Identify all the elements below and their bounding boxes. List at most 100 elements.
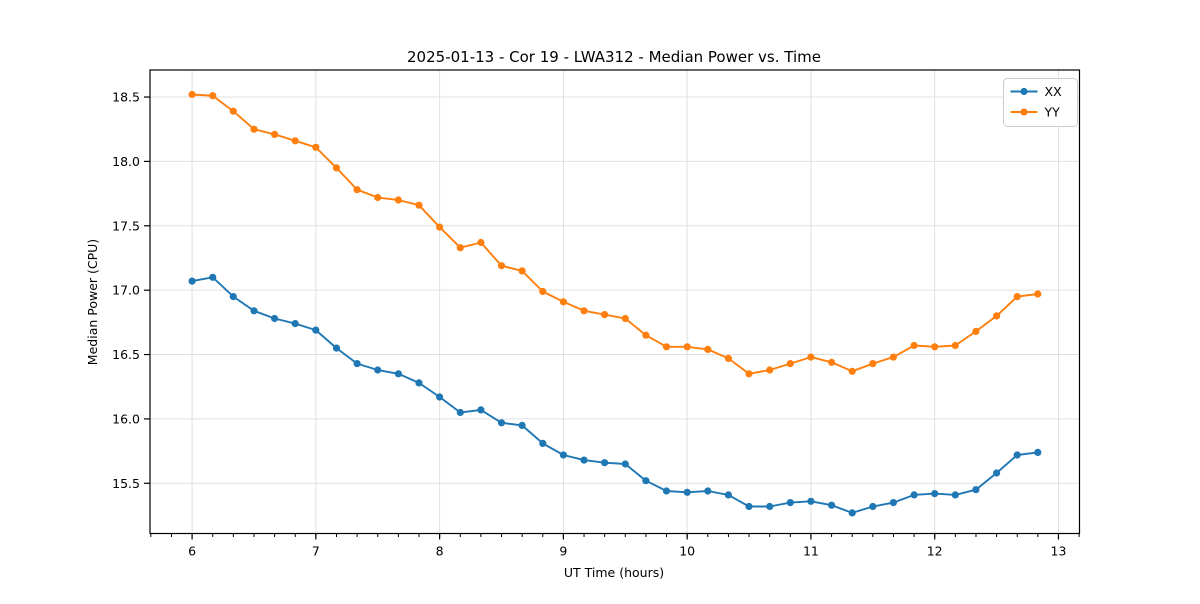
data-point	[209, 273, 217, 281]
data-point	[889, 499, 898, 507]
data-point	[601, 459, 609, 467]
x-tick-label: 13	[1051, 544, 1067, 559]
data-point	[518, 421, 526, 429]
data-point	[869, 502, 877, 511]
data-point	[1034, 290, 1042, 298]
data-point	[786, 499, 794, 507]
data-point	[786, 360, 794, 368]
legend-marker	[1020, 108, 1028, 116]
data-point	[477, 406, 485, 414]
data-point	[848, 509, 856, 517]
data-point	[662, 487, 671, 495]
tick-labels: 15.5 16.0 16.5 17.0 17.5 18.0 18.5 6 7 8 9 10 11 12 13	[112, 90, 1066, 559]
x-tick-label: 11	[803, 544, 819, 559]
data-point	[332, 344, 341, 352]
data-point	[456, 408, 464, 417]
data-point	[250, 307, 258, 315]
data-point	[291, 320, 299, 328]
data-point	[497, 262, 506, 270]
legend-box	[1003, 78, 1078, 127]
data-point	[580, 307, 588, 315]
data-point	[580, 456, 588, 464]
data-point	[188, 90, 196, 99]
data-point	[951, 341, 959, 350]
data-point	[188, 277, 196, 285]
data-point	[683, 488, 691, 496]
y-tick-label: 15.5	[112, 476, 140, 491]
data-point	[456, 244, 464, 252]
data-point	[951, 491, 959, 499]
data-point	[621, 314, 629, 323]
data-point	[807, 497, 815, 505]
chart-title: 2025-01-13 - Cor 19 - LWA312 - Median Po…	[407, 48, 821, 66]
data-point	[374, 366, 382, 374]
data-point	[209, 92, 217, 100]
x-tick-label: 7	[312, 544, 320, 559]
x-tick-label: 8	[436, 544, 444, 559]
data-point	[931, 490, 939, 498]
data-point	[436, 393, 444, 401]
data-point	[518, 267, 526, 275]
x-axis-label: UT Time (hours)	[564, 565, 664, 580]
data-point	[642, 477, 650, 485]
series-line	[192, 93, 1038, 375]
data-point	[394, 370, 402, 378]
data-point	[828, 358, 836, 366]
data-point	[1034, 448, 1042, 456]
data-point	[972, 327, 980, 335]
x-tick-label: 10	[679, 544, 695, 559]
y-tick-label: 17.5	[112, 218, 140, 233]
data-point	[621, 460, 629, 468]
data-point	[353, 186, 361, 194]
data-point	[1013, 293, 1021, 301]
data-point	[642, 331, 650, 339]
data-point	[848, 367, 856, 375]
data-point	[972, 486, 980, 494]
data-point	[229, 293, 237, 301]
x-tick-label: 12	[927, 544, 943, 559]
y-axis-label: Median Power (CPU)	[85, 239, 100, 365]
data-point	[539, 287, 547, 296]
data-point	[497, 419, 506, 427]
data-point	[931, 343, 939, 351]
legend-label: XX	[1045, 84, 1063, 99]
data-point	[724, 354, 733, 362]
legend-marker	[1020, 87, 1028, 96]
gridlines	[150, 70, 1080, 534]
data-point	[271, 130, 279, 138]
y-tick-label: 18.0	[112, 154, 140, 169]
data-point	[869, 360, 877, 368]
data-point	[807, 353, 815, 361]
data-point	[477, 238, 485, 247]
data-point	[683, 343, 691, 351]
data-point	[662, 343, 671, 351]
legend: XX YY	[1003, 78, 1078, 127]
data-point	[539, 439, 547, 447]
data-point	[745, 502, 753, 511]
series-XX	[188, 273, 1042, 517]
y-tick-label: 16.0	[112, 411, 140, 426]
data-point	[394, 196, 402, 204]
data-point	[828, 501, 836, 509]
data-point	[415, 201, 423, 209]
data-point	[889, 353, 898, 361]
data-point	[374, 193, 382, 202]
data-point	[312, 326, 320, 334]
data-point	[993, 312, 1001, 320]
y-tick-label: 18.5	[112, 90, 140, 105]
y-tick-label: 16.5	[112, 347, 140, 362]
axes	[144, 69, 1081, 540]
data-point	[312, 143, 320, 151]
legend-label: YY	[1044, 105, 1061, 120]
data-point	[910, 341, 918, 350]
data-point	[1013, 451, 1021, 459]
y-tick-label: 17.0	[112, 283, 140, 298]
series-line	[191, 276, 1038, 514]
data-point	[993, 469, 1001, 477]
data-point	[291, 137, 299, 145]
data-point	[436, 223, 444, 231]
series-YY	[188, 90, 1042, 378]
data-point	[271, 314, 279, 323]
data-point	[724, 491, 733, 499]
